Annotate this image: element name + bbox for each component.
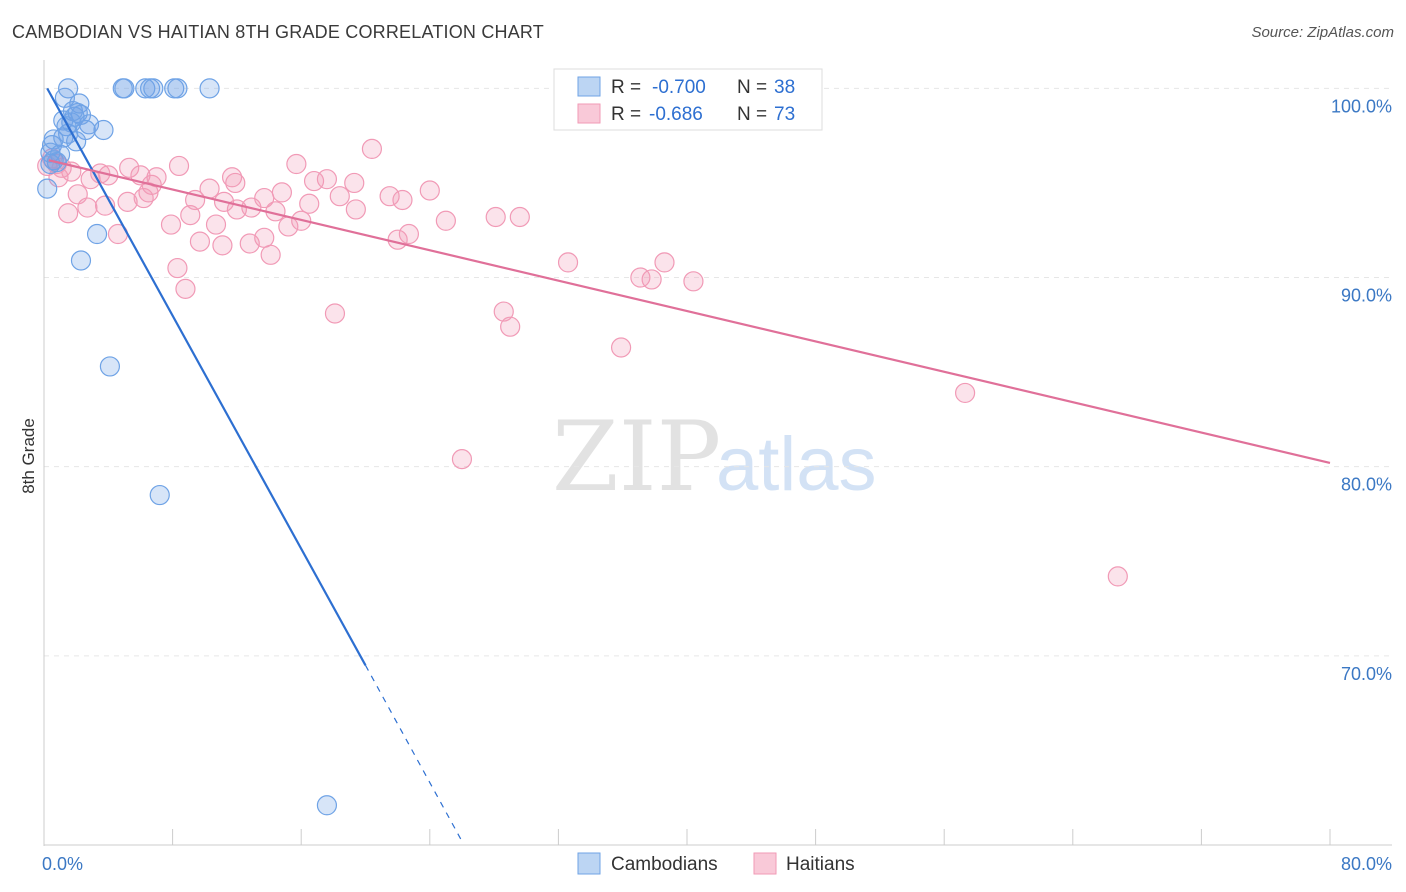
haitian-point: [167, 257, 188, 279]
legend-n-value-haitians: 73: [774, 104, 795, 125]
haitian-point: [324, 303, 346, 324]
haitian-point: [221, 167, 243, 188]
gridlines: [44, 87, 1392, 657]
chart-title: CAMBODIAN VS HAITIAN 8TH GRADE CORRELATI…: [12, 22, 545, 42]
y-tick-label: 90.0%: [1341, 286, 1392, 306]
haitian-point: [189, 231, 211, 252]
cambodian-point: [167, 78, 188, 99]
cambodians-points: [37, 78, 338, 816]
haitian-point: [160, 214, 182, 235]
haitian-point: [379, 186, 400, 207]
cambodian-point: [114, 78, 135, 99]
legend-n-value-cambodians: 38: [774, 77, 795, 98]
haitian-point: [225, 172, 246, 194]
haitian-point: [509, 206, 530, 228]
haitian-point: [683, 271, 704, 292]
cambodian-point: [143, 78, 164, 99]
series-legend-label-haitians: Haitians: [786, 854, 855, 875]
haitian-point: [557, 252, 579, 273]
cambodian-point: [199, 78, 220, 99]
watermark-zip: ZIP: [552, 401, 721, 513]
haitian-point: [278, 216, 299, 237]
series-legend-swatch-haitians: [753, 852, 777, 875]
y-axis-label: 8th Grade: [19, 418, 38, 494]
haitian-point: [180, 205, 201, 226]
haitians-trendline: [48, 159, 1331, 464]
haitian-point: [398, 223, 420, 245]
cambodians-trendline: [46, 87, 367, 666]
haitian-point: [299, 193, 320, 214]
y-tick-label: 80.0%: [1341, 475, 1392, 495]
haitian-point: [392, 189, 413, 211]
legend-r-value-haitians: -0.686: [649, 104, 703, 125]
cambodian-point: [93, 119, 114, 141]
haitian-point: [316, 169, 338, 190]
watermark: ZIP atlas: [552, 401, 877, 513]
haitian-point: [485, 206, 506, 228]
haitian-point: [286, 153, 307, 175]
haitian-point: [387, 229, 408, 250]
haitian-point: [168, 155, 190, 177]
stats-legend: R = -0.700 N = 38 R = -0.686 N = 73: [553, 68, 823, 131]
haitian-point: [1107, 566, 1128, 587]
x-tick-labels: 0.0% 80.0%: [42, 854, 1392, 874]
y-tick-label: 100.0%: [1331, 96, 1392, 116]
haitian-point: [493, 301, 514, 322]
series-legend: Cambodians Haitians: [577, 852, 855, 875]
haitian-point: [954, 382, 976, 404]
legend-swatch-cambodians: [577, 76, 601, 97]
series-legend-swatch-cambodians: [577, 852, 601, 875]
cambodian-point: [86, 223, 108, 245]
haitian-point: [239, 233, 260, 254]
cambodian-point: [99, 356, 121, 377]
haitian-point: [77, 197, 98, 218]
haitian-point: [205, 214, 227, 235]
series-legend-label-cambodians: Cambodians: [611, 854, 718, 875]
haitian-point: [641, 269, 662, 290]
haitian-point: [329, 186, 350, 207]
haitian-point: [271, 182, 293, 203]
legend-r-label-cambodians: R =: [611, 77, 641, 98]
haitian-point: [119, 157, 140, 178]
haitian-point: [58, 203, 79, 224]
watermark-atlas: atlas: [716, 422, 877, 507]
y-tick-labels: 100.0% 90.0% 80.0% 70.0%: [1331, 96, 1392, 683]
haitian-point: [610, 337, 632, 358]
haitian-point: [260, 244, 281, 265]
haitian-point: [435, 210, 456, 231]
y-tick-label: 70.0%: [1341, 664, 1392, 684]
haitian-point: [451, 449, 473, 470]
source-label: Source: ZipAtlas.com: [1251, 24, 1394, 41]
legend-swatch-haitians: [577, 103, 601, 124]
cambodian-point: [135, 78, 156, 99]
legend-r-value-cambodians: -0.700: [652, 77, 706, 98]
cambodian-point: [37, 178, 58, 199]
legend-r-label-haitians: R =: [611, 104, 641, 125]
haitian-point: [361, 138, 383, 160]
legend-n-label-haitians: N =: [737, 104, 767, 125]
haitian-point: [654, 252, 675, 273]
haitian-point: [345, 199, 366, 220]
x-tick-label: 80.0%: [1341, 854, 1392, 874]
legend-n-label-cambodians: N =: [737, 77, 767, 98]
haitian-point: [212, 235, 233, 256]
haitian-point: [419, 180, 440, 201]
cambodians-trendline-extrapolated: [364, 665, 463, 842]
cambodian-point: [70, 250, 92, 271]
cambodian-point: [43, 150, 64, 171]
axes: [43, 60, 1392, 846]
x-tick-label: 0.0%: [42, 854, 83, 874]
haitian-point: [500, 316, 521, 337]
haitian-point: [303, 170, 325, 192]
cambodian-point: [149, 484, 170, 506]
haitian-point: [175, 278, 196, 299]
cambodian-point: [316, 795, 338, 816]
haitian-point: [117, 191, 138, 212]
trendlines: [46, 87, 1331, 842]
haitian-point: [344, 172, 365, 194]
